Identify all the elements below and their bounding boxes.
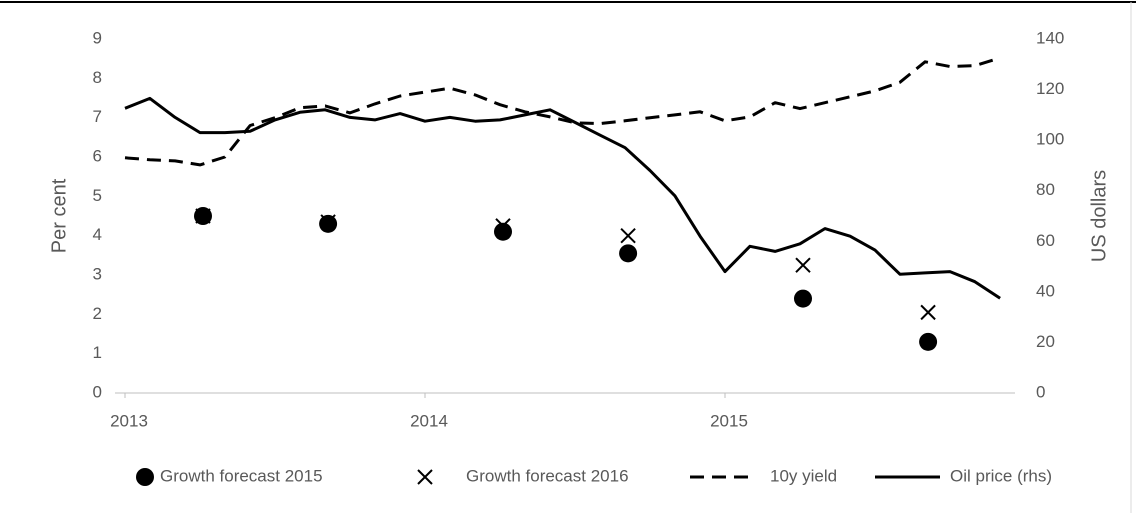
marker <box>320 214 336 230</box>
y2-tick-label: 0 <box>1036 382 1045 401</box>
marker <box>795 257 811 273</box>
y-tick-label: 7 <box>93 107 102 126</box>
y-tick-label: 4 <box>93 225 102 244</box>
y2-axis-title: US dollars <box>1088 170 1110 262</box>
legend-label: Oil price (rhs) <box>950 466 1052 485</box>
marker <box>495 218 511 234</box>
marker <box>919 332 938 351</box>
x-tick-label: 2014 <box>410 411 448 430</box>
line <box>124 96 1001 300</box>
marker <box>319 214 338 233</box>
legend-marker <box>417 469 433 485</box>
marker <box>195 208 211 224</box>
y-tick-label: 8 <box>93 68 102 87</box>
y-tick-label: 3 <box>93 264 102 283</box>
y2-tick-label: 120 <box>1036 79 1064 98</box>
y2-tick-label: 60 <box>1036 231 1055 250</box>
legend-label: Growth forecast 2016 <box>466 466 629 485</box>
legend-label: Growth forecast 2015 <box>160 466 323 485</box>
x-tick-label: 2015 <box>710 411 748 430</box>
marker <box>494 222 512 241</box>
y-tick-label: 2 <box>93 304 102 323</box>
marker <box>794 289 812 308</box>
y2-tick-label: 140 <box>1036 28 1064 47</box>
x-tick-label: 2013 <box>110 411 148 430</box>
y-tick-label: 6 <box>93 146 102 165</box>
marker <box>920 304 936 321</box>
y-tick-label: 1 <box>93 343 102 362</box>
y2-tick-label: 80 <box>1036 180 1055 199</box>
legend-label: 10y yield <box>770 466 837 485</box>
y-tick-label: 9 <box>93 28 102 47</box>
y-tick-label: 0 <box>93 382 102 401</box>
y2-tick-label: 20 <box>1036 332 1055 351</box>
line <box>124 56 1001 167</box>
y2-tick-label: 40 <box>1036 281 1055 300</box>
marker <box>619 244 638 263</box>
y-axis-title: Per cent <box>48 178 70 253</box>
legend-marker <box>136 468 154 486</box>
y-tick-label: 5 <box>93 186 102 205</box>
marker <box>620 227 636 244</box>
y2-tick-label: 100 <box>1036 130 1064 149</box>
